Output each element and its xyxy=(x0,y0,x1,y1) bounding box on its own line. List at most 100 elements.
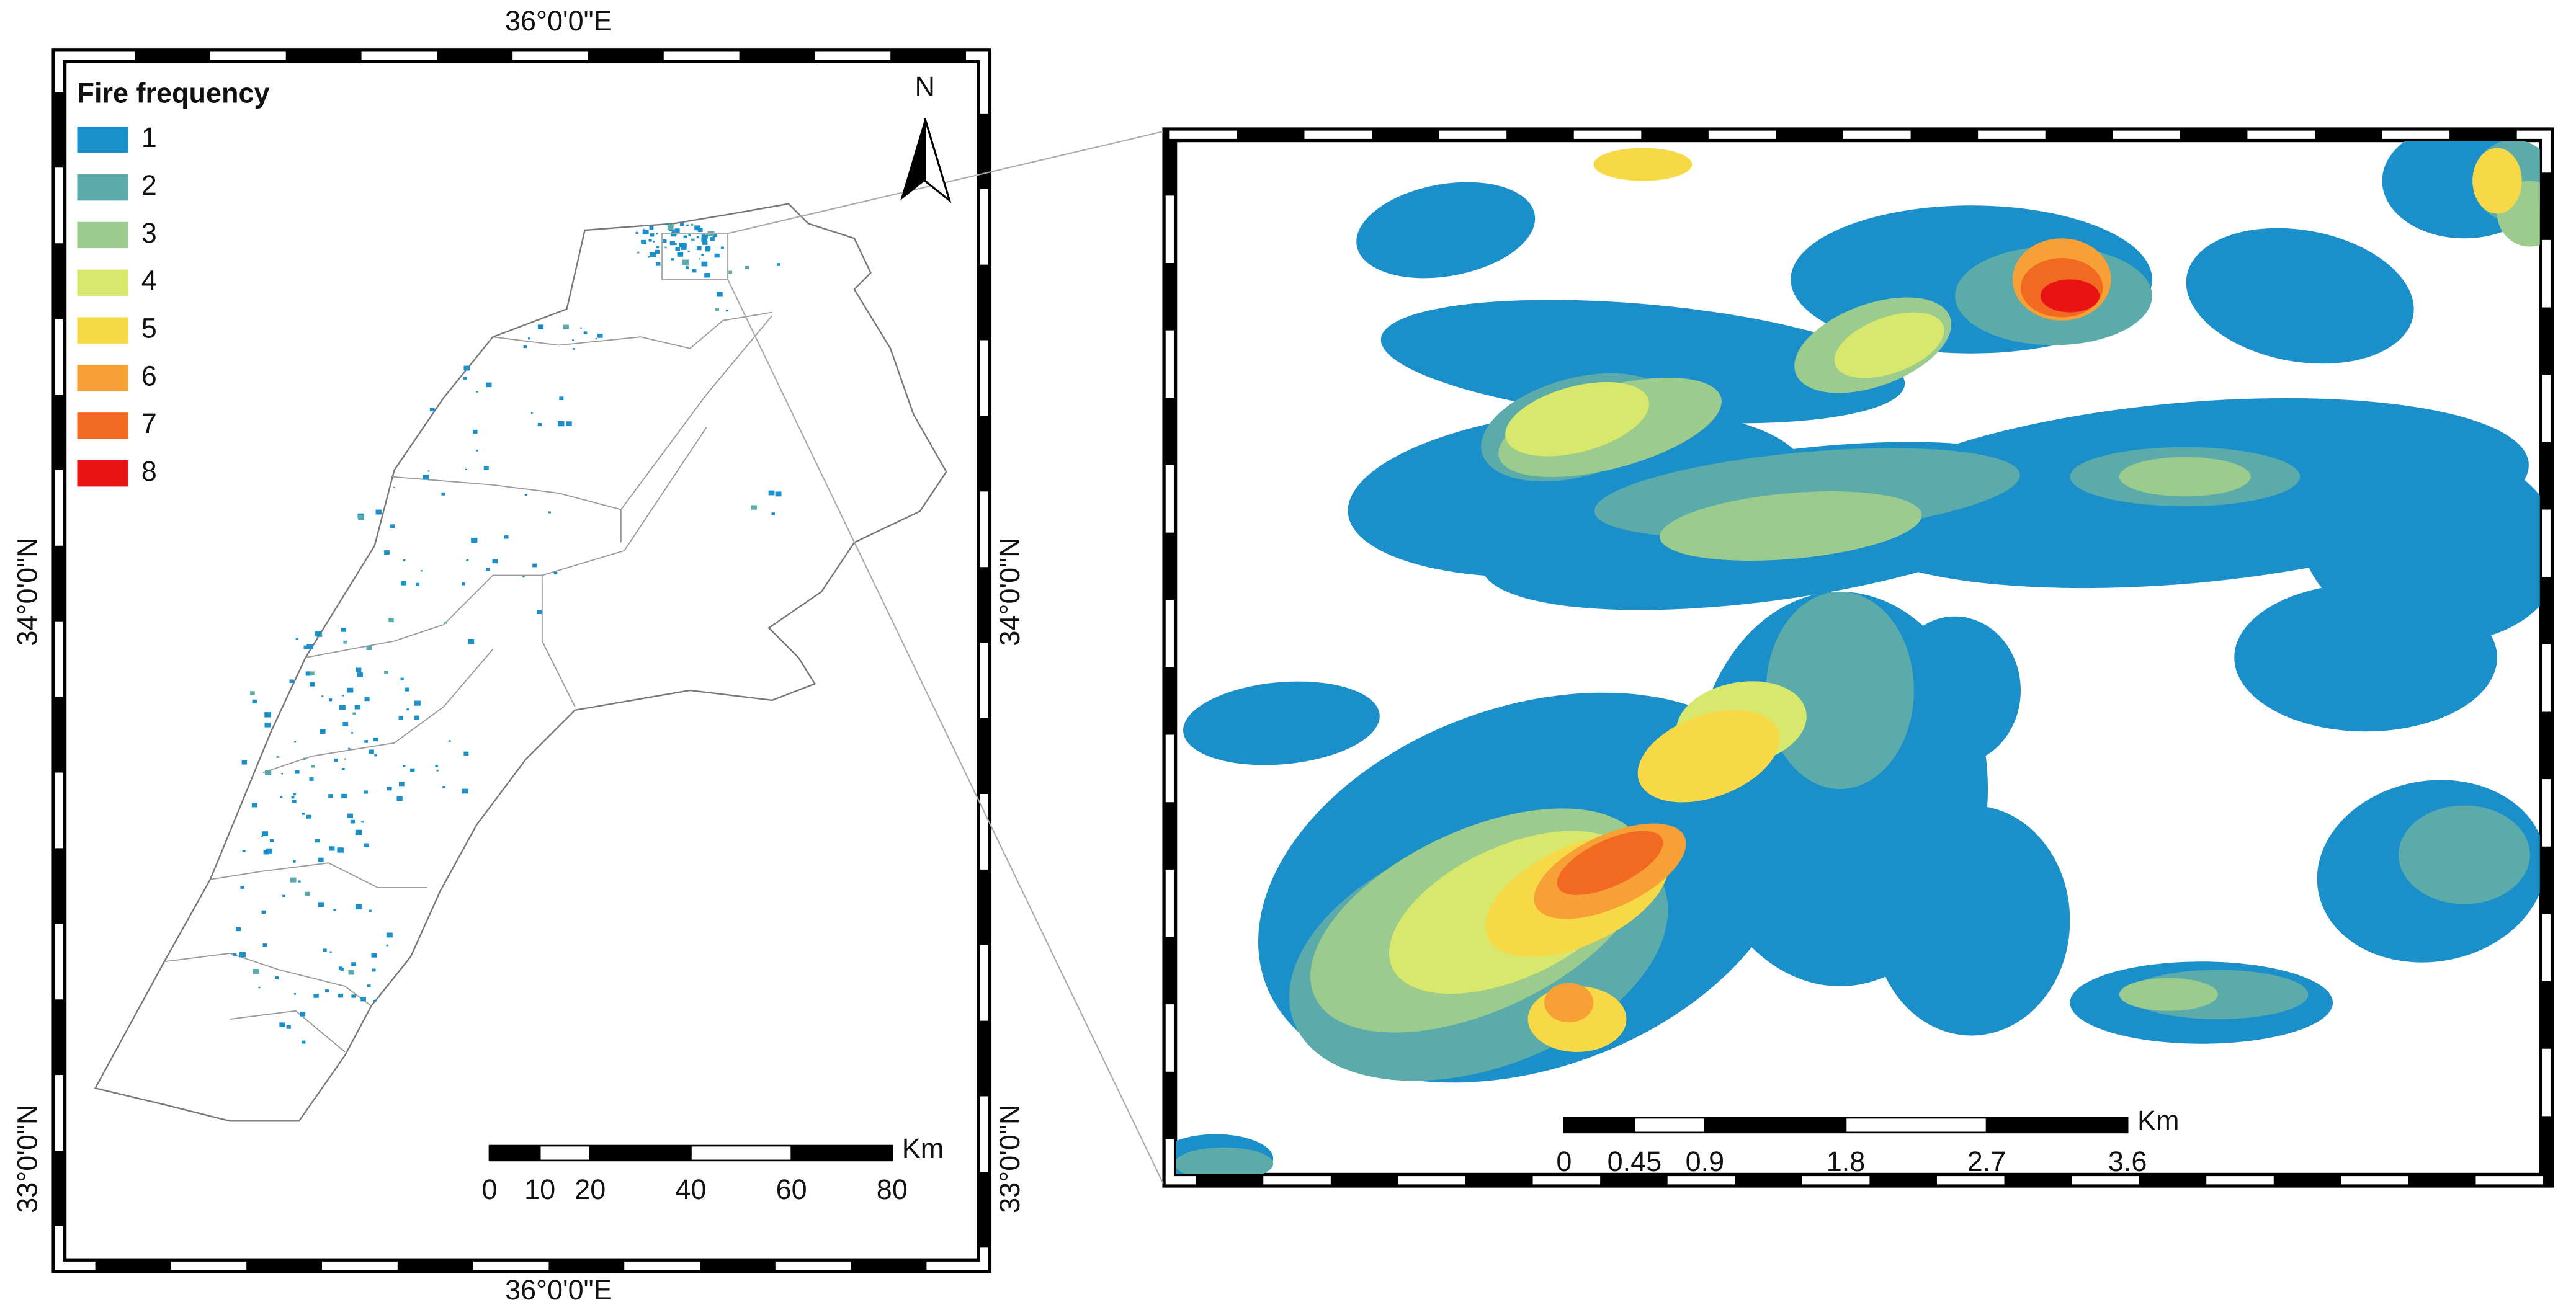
legend-swatch xyxy=(77,412,128,439)
fire-spot xyxy=(669,228,673,231)
fire-spot xyxy=(360,997,366,1002)
fire-spot xyxy=(328,794,333,798)
fire-spot xyxy=(675,247,681,251)
fire-spot xyxy=(694,225,701,231)
fire-spot xyxy=(343,640,347,644)
fire-spot xyxy=(374,754,377,757)
fire-spot xyxy=(341,628,347,632)
scale-label: 40 xyxy=(675,1174,706,1205)
fire-spot xyxy=(410,768,415,772)
fire-spot xyxy=(648,256,650,258)
fire-spot xyxy=(553,571,558,575)
fire-patch xyxy=(1593,148,1693,181)
fire-spot xyxy=(597,333,603,338)
fire-spot xyxy=(242,849,246,852)
fire-spot xyxy=(313,994,319,998)
fire-spot xyxy=(416,582,420,586)
fire-spot xyxy=(674,228,680,233)
fire-spot xyxy=(532,563,537,568)
fire-spot xyxy=(691,238,695,241)
fire-spot xyxy=(342,721,349,726)
fire-spot xyxy=(692,269,697,273)
fire-spot xyxy=(468,638,475,644)
fire-spot xyxy=(717,292,723,297)
scale-bar-segment xyxy=(791,1146,892,1161)
zoom-box xyxy=(661,233,729,280)
fire-spot xyxy=(462,582,465,586)
fire-spot xyxy=(356,667,362,672)
country-outline xyxy=(94,203,947,1122)
fire-spot xyxy=(269,839,274,842)
north-label: N xyxy=(915,71,936,102)
fire-spot xyxy=(324,989,329,993)
legend-label: 6 xyxy=(141,360,157,391)
fire-spot xyxy=(318,902,324,907)
fire-spot xyxy=(558,421,565,427)
district-boundaries xyxy=(164,311,773,1053)
scale-label: 0.45 xyxy=(1608,1146,1662,1177)
legend-swatch xyxy=(77,365,128,391)
fire-spot xyxy=(361,821,364,823)
fire-spot xyxy=(375,509,382,515)
fire-spot xyxy=(504,535,509,539)
fire-spot xyxy=(466,559,469,561)
fire-spot xyxy=(463,377,467,380)
fire-spot xyxy=(701,237,707,243)
fire-spot xyxy=(387,787,392,791)
scale-unit: Km xyxy=(902,1133,944,1164)
fire-spot xyxy=(241,760,248,765)
fire-spot xyxy=(339,704,346,710)
frame-outer xyxy=(51,48,992,1273)
fire-spot xyxy=(323,948,327,952)
legend-swatch xyxy=(77,127,128,153)
fire-spot xyxy=(265,770,272,775)
fire-spot xyxy=(492,559,498,564)
fire-spot xyxy=(303,757,306,760)
fire-spot xyxy=(318,857,324,862)
fire-spot xyxy=(656,233,658,235)
fire-spot xyxy=(651,254,656,257)
scale-bar-segment xyxy=(490,1146,540,1161)
fire-spot xyxy=(372,968,376,972)
scale-label: 0.9 xyxy=(1686,1146,1725,1177)
fire-patch xyxy=(1380,300,1905,424)
fire-spot xyxy=(240,886,244,889)
fire-spot xyxy=(666,223,668,225)
frame-dashes xyxy=(1165,130,2551,1185)
fire-spot xyxy=(281,773,284,775)
frames xyxy=(51,48,2554,1273)
fire-patch xyxy=(1176,1147,1274,1174)
inset-map xyxy=(1176,141,2540,1174)
fire-spot xyxy=(311,765,315,768)
fire-spot xyxy=(402,765,406,767)
fire-spot xyxy=(293,993,297,995)
legend-swatch xyxy=(77,460,128,487)
fire-spot xyxy=(423,475,429,480)
fire-spot xyxy=(355,829,362,836)
fire-spot xyxy=(664,246,667,249)
fire-spot xyxy=(405,687,409,692)
fire-spot xyxy=(388,618,394,623)
fire-spot xyxy=(306,814,311,819)
fire-spot xyxy=(341,793,347,798)
legend-label: 8 xyxy=(141,455,157,487)
scale-unit: Km xyxy=(2137,1105,2180,1136)
fire-patch xyxy=(2040,279,2100,313)
fire-spot xyxy=(310,682,315,687)
scale-label: 80 xyxy=(877,1174,908,1205)
fire-patch xyxy=(1872,805,2070,1036)
fire-spot xyxy=(486,568,490,571)
fire-spot xyxy=(406,708,409,711)
fire-spot xyxy=(671,258,674,261)
top-coordinate: 36°0'0"E xyxy=(505,5,612,37)
fire-spot xyxy=(369,909,372,912)
fire-spot xyxy=(251,803,257,808)
fire-spot xyxy=(673,243,677,246)
fire-spot xyxy=(701,254,704,256)
fire-spot xyxy=(298,880,301,883)
scale-label: 10 xyxy=(524,1174,555,1205)
fire-spot xyxy=(295,637,298,640)
fire-spot xyxy=(315,631,321,636)
fire-patch xyxy=(1505,381,1649,457)
fire-spot xyxy=(235,927,241,932)
